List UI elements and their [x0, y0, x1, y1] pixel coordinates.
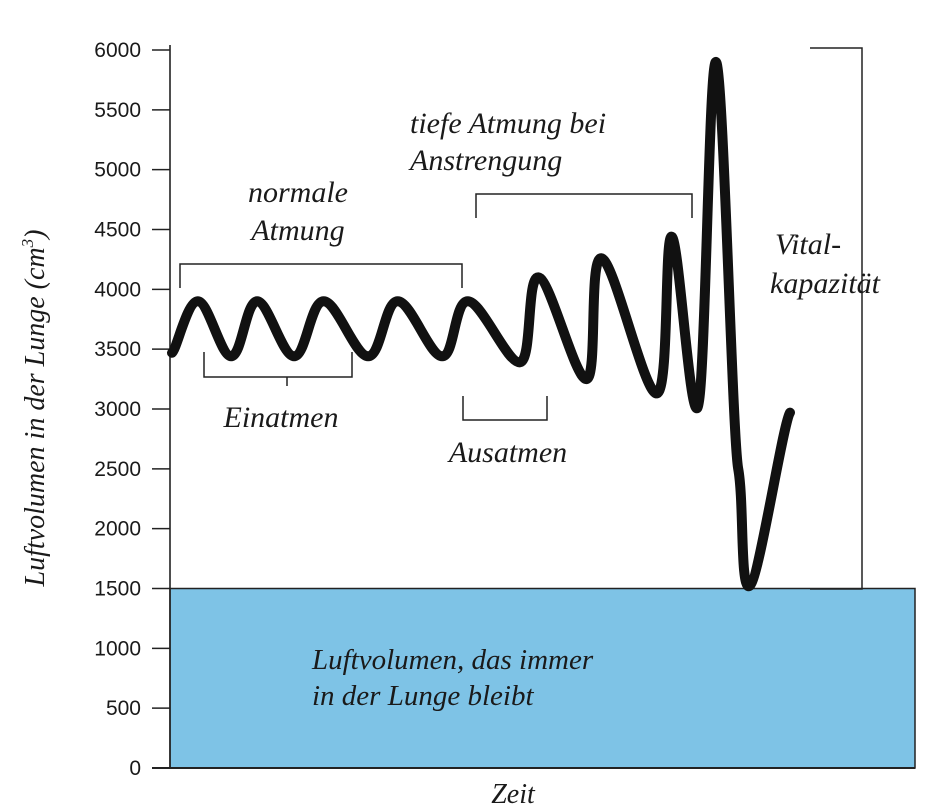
vital-capacity-bracket — [810, 47, 863, 590]
residual-volume-region — [169, 587, 916, 769]
exhale-bracket — [462, 396, 548, 421]
residual-label-line1: Luftvolumen, das immer — [311, 644, 594, 676]
y-tick-label: 2000 — [94, 518, 141, 541]
y-tick-label: 0 — [129, 757, 141, 780]
y-tick-label: 1000 — [94, 637, 141, 660]
y-axis-ticks: 6000550050004500400035003000250020001500… — [94, 39, 170, 780]
x-axis-title: Zeit — [491, 779, 536, 807]
vital-capacity-label-line2: kapazität — [770, 267, 881, 300]
deep-breathing-bracket — [475, 193, 693, 218]
y-tick-label: 3000 — [94, 398, 141, 421]
inhale-bracket — [203, 352, 353, 386]
y-tick-label: 4500 — [94, 219, 141, 242]
y-tick-label: 5000 — [94, 159, 141, 182]
y-tick-label: 1500 — [94, 578, 141, 601]
breathing-curve — [167, 56, 795, 592]
y-tick-label: 5500 — [94, 99, 141, 122]
inhale-label: Einatmen — [223, 401, 339, 434]
y-tick-label: 500 — [106, 697, 141, 720]
deep-breathing-label-line1: tiefe Atmung bei — [410, 107, 606, 140]
deep-breathing-label-line2: Anstrengung — [408, 144, 562, 177]
normal-breathing-label-line1: normale — [248, 176, 348, 209]
exhale-label: Ausatmen — [447, 436, 567, 469]
y-tick-label: 3500 — [94, 338, 141, 361]
y-axis-title: Luftvolumen in der Lunge (cm3) — [18, 230, 51, 588]
normal-breathing-bracket — [179, 263, 463, 288]
y-tick-label: 4000 — [94, 278, 141, 301]
vital-capacity-label-line1: Vital- — [775, 228, 841, 261]
normal-breathing-label-line2: Atmung — [249, 214, 344, 247]
residual-label-line2: in der Lunge bleibt — [312, 680, 534, 712]
y-tick-label: 6000 — [94, 39, 141, 62]
y-tick-label: 2500 — [94, 458, 141, 481]
